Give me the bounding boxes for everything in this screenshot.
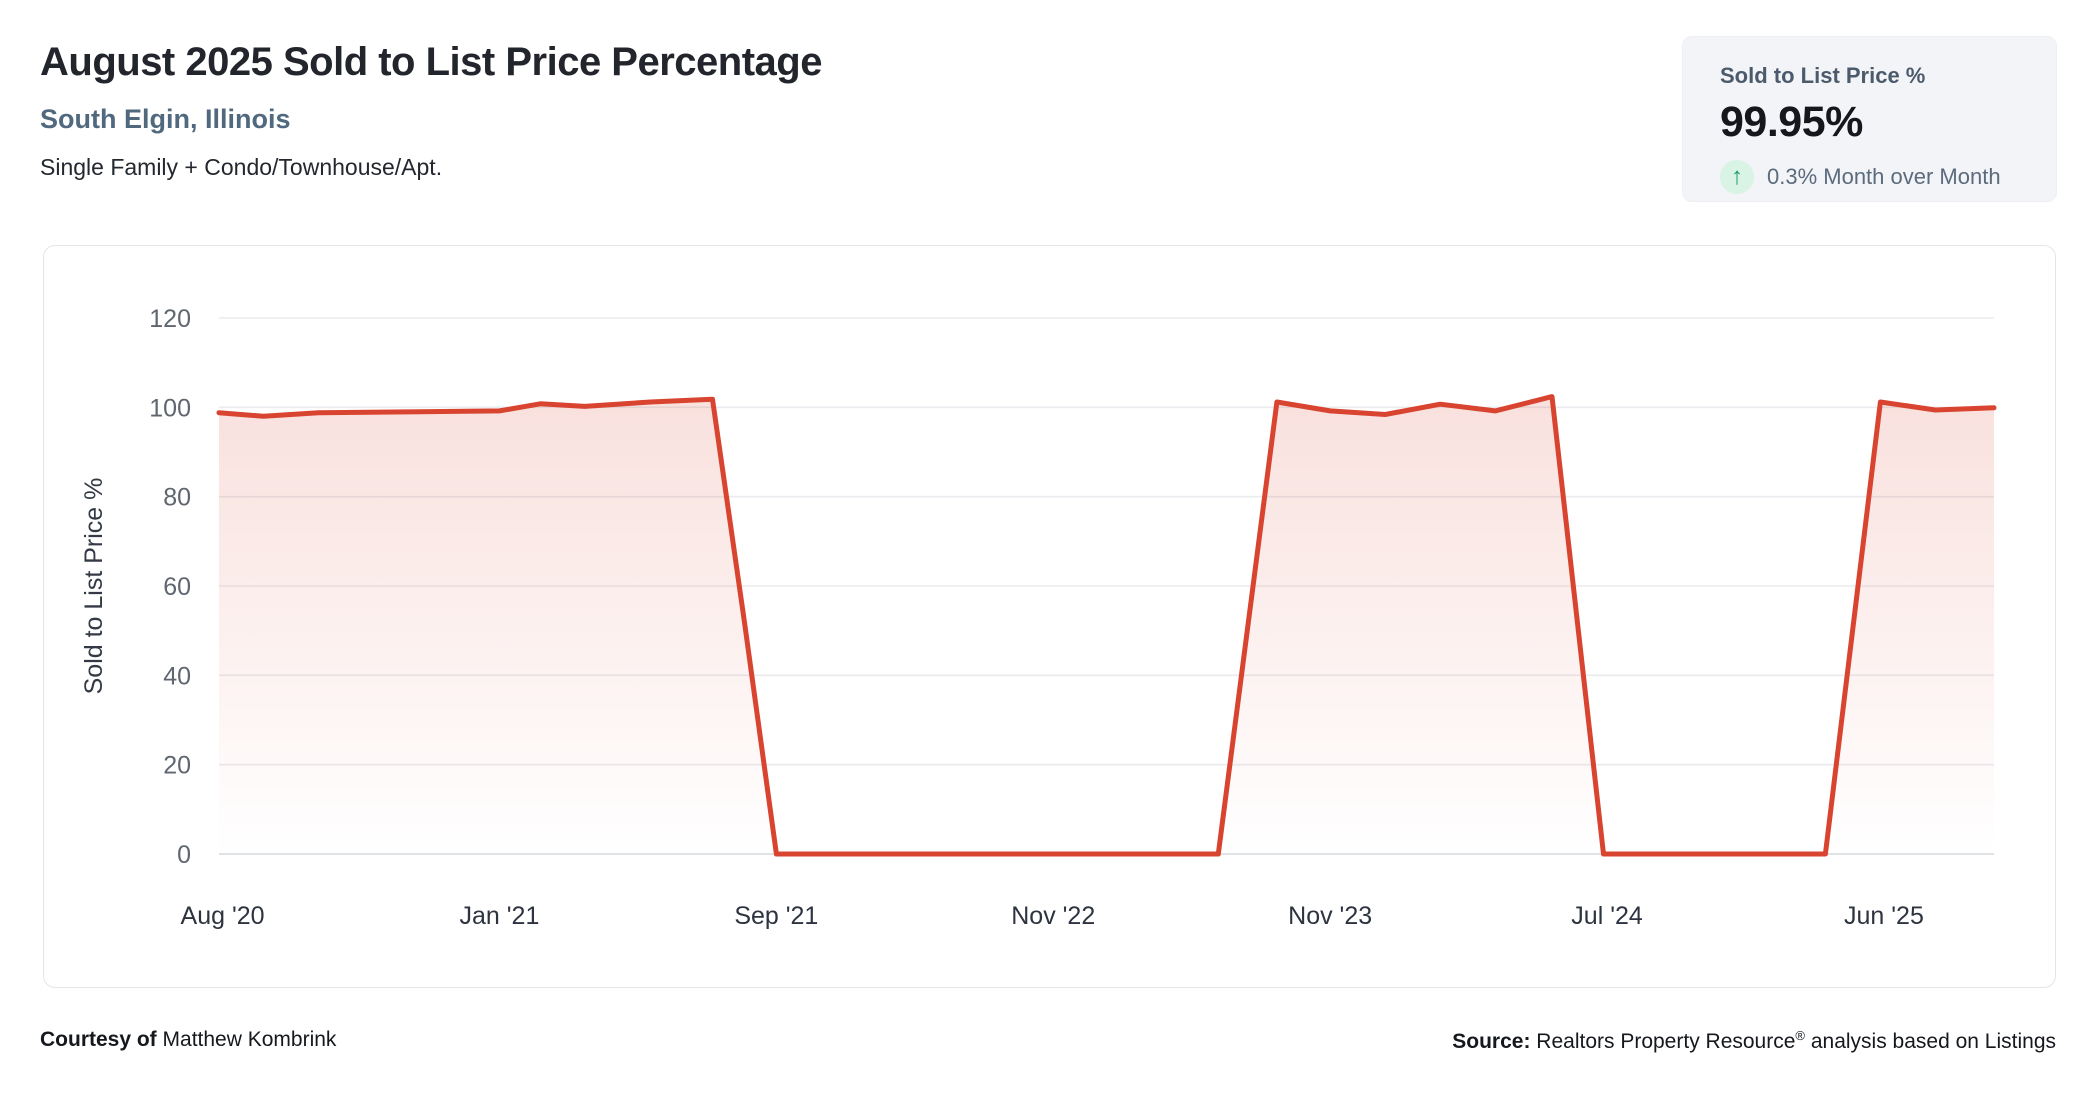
y-axis-tick-label: 60 xyxy=(163,573,191,601)
y-axis-tick-label: 100 xyxy=(149,394,191,422)
y-axis-tick-label: 40 xyxy=(163,662,191,690)
chart-card: 0 20 40 60 80 100 120 Aug '20 Jan '21 Sep '21 Nov … xyxy=(43,245,2056,988)
x-axis-tick-label: Nov '23 xyxy=(1288,902,1372,930)
stat-card-value: 99.95% xyxy=(1720,98,1863,146)
property-type-description: Single Family + Condo/Townhouse/Apt. xyxy=(40,154,443,180)
series-area-fill xyxy=(219,396,1994,854)
footer: Courtesy of Matthew Kombrink Source: Rea… xyxy=(40,1028,2056,1054)
x-axis-tick-label: Jun '25 xyxy=(1844,902,1924,930)
y-axis-tick-label: 80 xyxy=(163,484,191,512)
stat-change-text: 0.3% Month over Month xyxy=(1767,164,2001,189)
registered-trademark: ® xyxy=(1795,1028,1805,1043)
y-axis-tick-label: 20 xyxy=(163,752,191,780)
footer-source: Source: Realtors Property Resource® anal… xyxy=(1452,1028,2056,1054)
page-title: August 2025 Sold to List Price Percentag… xyxy=(40,40,822,84)
x-axis-tick-label: Jan '21 xyxy=(460,902,540,930)
courtesy-label: Courtesy of xyxy=(40,1028,157,1051)
x-axis-tick-label: Nov '22 xyxy=(1011,902,1095,930)
courtesy-name: Matthew Kombrink xyxy=(162,1028,337,1051)
y-axis-tick-label: 120 xyxy=(149,305,191,333)
source-name: Realtors Property Resource xyxy=(1536,1030,1796,1053)
stat-card: Sold to List Price % 99.95% ↑ 0.3% Month… xyxy=(1682,36,2057,202)
arrow-up-glyph: ↑ xyxy=(1731,163,1743,190)
stat-change-row: ↑ 0.3% Month over Month xyxy=(1720,160,2056,194)
footer-courtesy: Courtesy of Matthew Kombrink xyxy=(40,1028,336,1054)
x-axis-tick-label: Sep '21 xyxy=(734,902,818,930)
location-subtitle: South Elgin, Illinois xyxy=(40,104,291,134)
source-suffix: analysis based on Listings xyxy=(1810,1030,2056,1053)
source-label: Source: xyxy=(1452,1030,1531,1053)
stat-card-label: Sold to List Price % xyxy=(1720,63,1926,88)
x-axis-tick-label: Jul '24 xyxy=(1571,902,1643,930)
y-axis-title: Sold to List Price % xyxy=(80,478,108,695)
y-axis-tick-label: 0 xyxy=(177,841,191,869)
series-line xyxy=(216,394,1997,857)
x-axis-tick-label: Aug '20 xyxy=(181,902,265,930)
trend-up-icon: ↑ xyxy=(1720,160,1754,194)
price-area-chart[interactable]: 0 20 40 60 80 100 120 Aug '20 Jan '21 Sep '21 Nov … xyxy=(44,246,2057,989)
